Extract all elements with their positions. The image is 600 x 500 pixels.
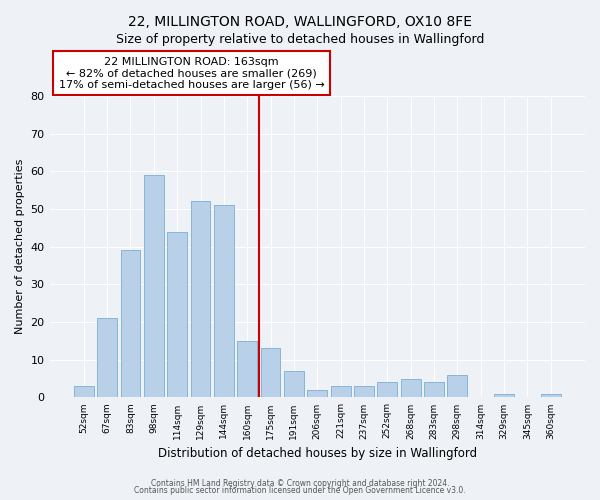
- Bar: [74, 386, 94, 398]
- Bar: [541, 394, 560, 398]
- Bar: [121, 250, 140, 398]
- Text: Size of property relative to detached houses in Wallingford: Size of property relative to detached ho…: [116, 32, 484, 46]
- Bar: [424, 382, 444, 398]
- Bar: [238, 341, 257, 398]
- Bar: [260, 348, 280, 398]
- Bar: [307, 390, 327, 398]
- Bar: [377, 382, 397, 398]
- Bar: [167, 232, 187, 398]
- X-axis label: Distribution of detached houses by size in Wallingford: Distribution of detached houses by size …: [158, 447, 477, 460]
- Bar: [214, 205, 234, 398]
- Y-axis label: Number of detached properties: Number of detached properties: [15, 159, 25, 334]
- Bar: [97, 318, 117, 398]
- Bar: [284, 371, 304, 398]
- Bar: [331, 386, 350, 398]
- Text: 22 MILLINGTON ROAD: 163sqm
← 82% of detached houses are smaller (269)
17% of sem: 22 MILLINGTON ROAD: 163sqm ← 82% of deta…: [59, 56, 325, 90]
- Text: Contains HM Land Registry data © Crown copyright and database right 2024.: Contains HM Land Registry data © Crown c…: [151, 478, 449, 488]
- Bar: [191, 202, 211, 398]
- Text: 22, MILLINGTON ROAD, WALLINGFORD, OX10 8FE: 22, MILLINGTON ROAD, WALLINGFORD, OX10 8…: [128, 15, 472, 29]
- Text: Contains public sector information licensed under the Open Government Licence v3: Contains public sector information licen…: [134, 486, 466, 495]
- Bar: [494, 394, 514, 398]
- Bar: [354, 386, 374, 398]
- Bar: [448, 375, 467, 398]
- Bar: [144, 175, 164, 398]
- Bar: [401, 378, 421, 398]
